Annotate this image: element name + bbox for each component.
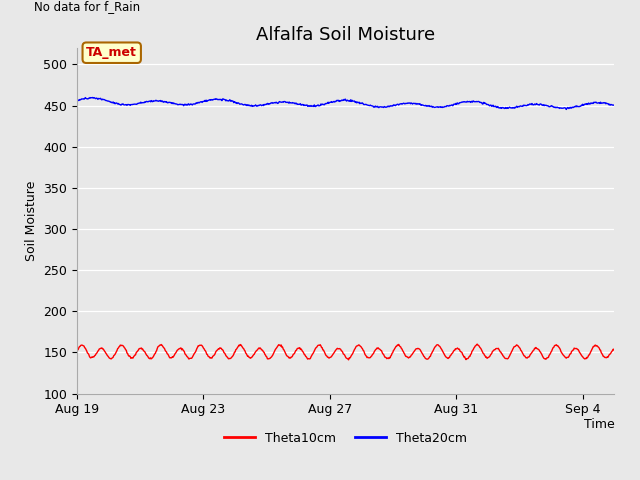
Title: Alfalfa Soil Moisture: Alfalfa Soil Moisture <box>256 25 435 44</box>
Text: TA_met: TA_met <box>86 46 137 59</box>
Text: No data for f_Rain: No data for f_Rain <box>34 0 140 13</box>
Y-axis label: Soil Moisture: Soil Moisture <box>24 180 38 261</box>
Text: Time: Time <box>584 418 614 431</box>
Legend: Theta10cm, Theta20cm: Theta10cm, Theta20cm <box>219 427 472 450</box>
